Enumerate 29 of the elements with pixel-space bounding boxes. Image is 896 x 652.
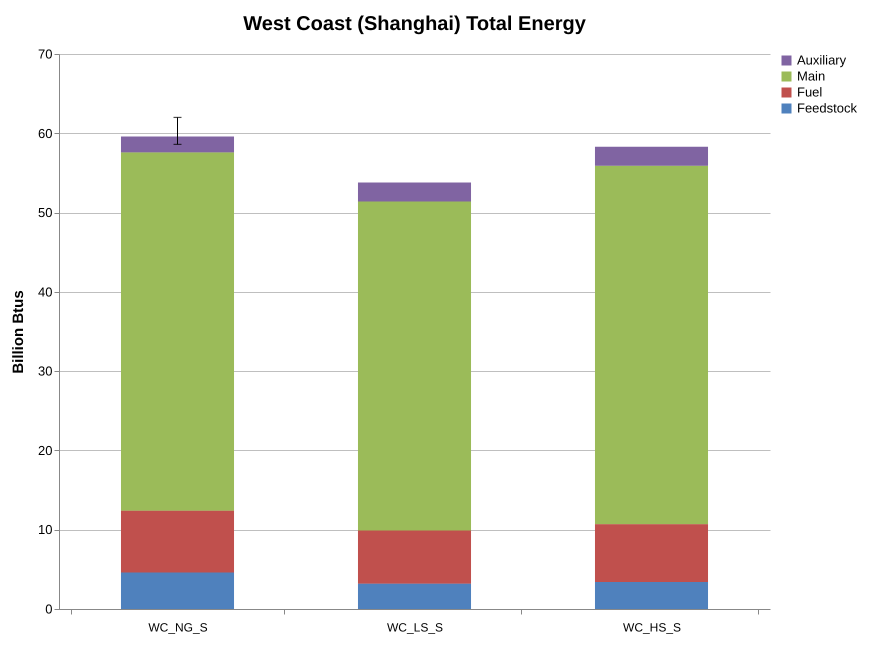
bar — [594, 582, 708, 609]
y-tick-label: 0 — [45, 602, 52, 616]
legend-label: Main — [797, 68, 826, 84]
legend-label: Auxiliary — [797, 52, 847, 68]
y-tick-label: 30 — [38, 364, 52, 379]
legend-label: Fuel — [797, 84, 822, 100]
y-tick-label: 50 — [38, 205, 52, 220]
bar — [594, 166, 708, 524]
bar — [120, 152, 234, 511]
y-tick-label: 60 — [38, 126, 52, 141]
bar — [358, 201, 472, 531]
legend-label: Feedstock — [797, 100, 858, 116]
bar — [358, 530, 472, 584]
bar — [120, 136, 234, 152]
x-tick-label: WC_HS_S — [622, 620, 682, 634]
y-tick-label: 40 — [38, 284, 52, 300]
bar — [120, 572, 234, 609]
bar — [358, 584, 472, 609]
x-tick-label: WC_NG_S — [148, 620, 208, 634]
bar — [120, 510, 234, 573]
y-tick-label: 70 — [38, 46, 52, 62]
x-tick-label: WC_LS_S — [386, 620, 444, 634]
y-tick-label: 20 — [38, 442, 52, 458]
bar — [594, 146, 708, 166]
bar — [594, 524, 708, 582]
bar — [358, 182, 472, 202]
y-tick-label: 10 — [38, 522, 52, 538]
chart-title: West Coast (Shanghai) Total Energy — [243, 13, 587, 35]
y-axis-title: Billion Btus — [10, 290, 28, 374]
